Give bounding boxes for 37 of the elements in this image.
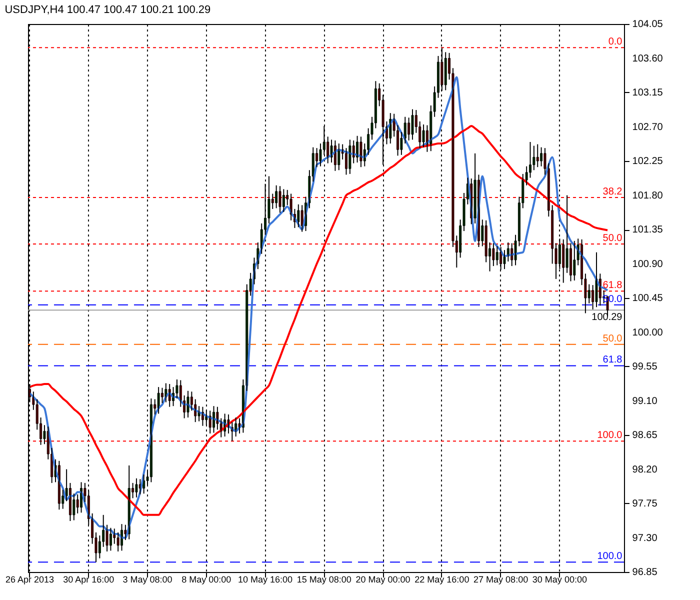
- y-tick-label: 100.90: [632, 258, 664, 270]
- x-tick-label: 8 May 00:00: [182, 574, 232, 584]
- y-tick-label: 100.00: [632, 327, 664, 338]
- annotation: 50.0: [602, 232, 623, 244]
- y-tick-label: 96.85: [632, 567, 658, 578]
- annotation: 61.8: [602, 280, 623, 292]
- x-tick-label: 26 Apr 2013: [5, 574, 54, 584]
- annotation: 50.0: [602, 333, 623, 344]
- annotation: 38.2: [602, 186, 623, 198]
- annotation: 100.0: [597, 430, 623, 442]
- y-tick-label: 102.70: [632, 122, 664, 133]
- y-tick-label: 97.30: [632, 532, 658, 544]
- x-tick-label: 22 May 16:00: [414, 574, 470, 584]
- y-tick-label: 101.35: [632, 224, 664, 236]
- x-tick-label: 27 May 08:00: [474, 574, 528, 584]
- annotation: 0.0: [608, 36, 623, 48]
- x-tick-label: 30 Apr 16:00: [63, 574, 114, 584]
- y-tick-label: 100.45: [632, 293, 664, 304]
- y-tick-label: 104.05: [632, 19, 664, 30]
- x-tick-label: 20 May 00:00: [356, 574, 410, 584]
- annotation: 100.0: [597, 551, 623, 562]
- x-tick-label: 30 May 00:00: [532, 574, 587, 584]
- ref-line-label: 100.29: [592, 312, 623, 324]
- x-tick-label: 3 May 08:00: [122, 574, 172, 584]
- chart-title: USDJPY,H4 100.47 100.47 100.21 100.29: [4, 4, 211, 16]
- y-tick-label: 101.80: [632, 190, 664, 202]
- y-tick-label: 99.55: [632, 362, 658, 372]
- x-tick-label: 10 May 16:00: [238, 574, 293, 584]
- annotation: 61.8: [602, 354, 623, 366]
- y-tick-label: 103.60: [632, 53, 664, 64]
- y-tick-label: 97.75: [632, 498, 658, 510]
- y-tick-label: 102.25: [632, 156, 664, 167]
- y-tick-label: 98.20: [632, 464, 658, 476]
- y-tick-label: 103.15: [632, 88, 664, 98]
- y-tick-label: 99.10: [632, 396, 658, 407]
- y-tick-label: 98.65: [632, 430, 658, 441]
- x-tick-label: 15 May 08:00: [296, 574, 352, 584]
